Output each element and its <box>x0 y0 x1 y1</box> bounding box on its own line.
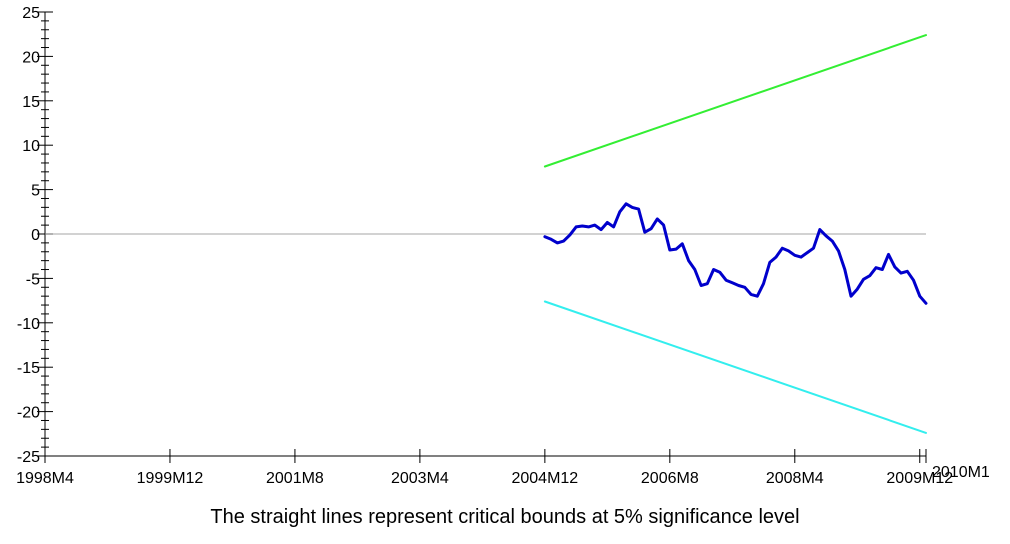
chart-caption: The straight lines represent critical bo… <box>210 506 800 528</box>
lower-bound-line <box>543 300 927 434</box>
y-tick-label: -5 <box>26 271 40 288</box>
x-tick-label: 2001M8 <box>266 470 324 487</box>
x-tick-label: 1998M4 <box>16 470 74 487</box>
y-tick-label: 20 <box>22 49 40 66</box>
x-tick-label: 1999M12 <box>137 470 204 487</box>
y-tick-label: 10 <box>22 138 40 155</box>
y-tick-label: -15 <box>17 360 40 377</box>
x-tick-label: 2006M8 <box>641 470 699 487</box>
upper-bound-line <box>543 34 927 168</box>
cusum-series-line <box>543 202 928 305</box>
y-tick-label: -10 <box>17 316 40 333</box>
y-tick-label: 25 <box>22 5 40 22</box>
y-tick-label: 5 <box>31 183 40 200</box>
series-group <box>543 34 928 434</box>
x-tick-label: 2009M12 <box>886 470 953 487</box>
y-tick-label: -25 <box>17 449 40 466</box>
x-tick-label: 2008M4 <box>766 470 824 487</box>
chart: 25 20 15 10 5 0 -5 -10 -15 -20 -25 1998M4 1999M12 200… <box>16 5 990 487</box>
axes <box>37 11 927 463</box>
x-tick-label: 2010M1 <box>932 464 990 481</box>
tick-labels: 25 20 15 10 5 0 -5 -10 -15 -20 -25 1998M4 1999M12 200… <box>16 5 990 487</box>
x-tick-label: 2004M12 <box>511 470 578 487</box>
x-tick-label: 2003M4 <box>391 470 449 487</box>
y-tick-label: 15 <box>22 94 40 111</box>
y-tick-label: -20 <box>17 405 40 422</box>
y-tick-label: 0 <box>31 227 40 244</box>
